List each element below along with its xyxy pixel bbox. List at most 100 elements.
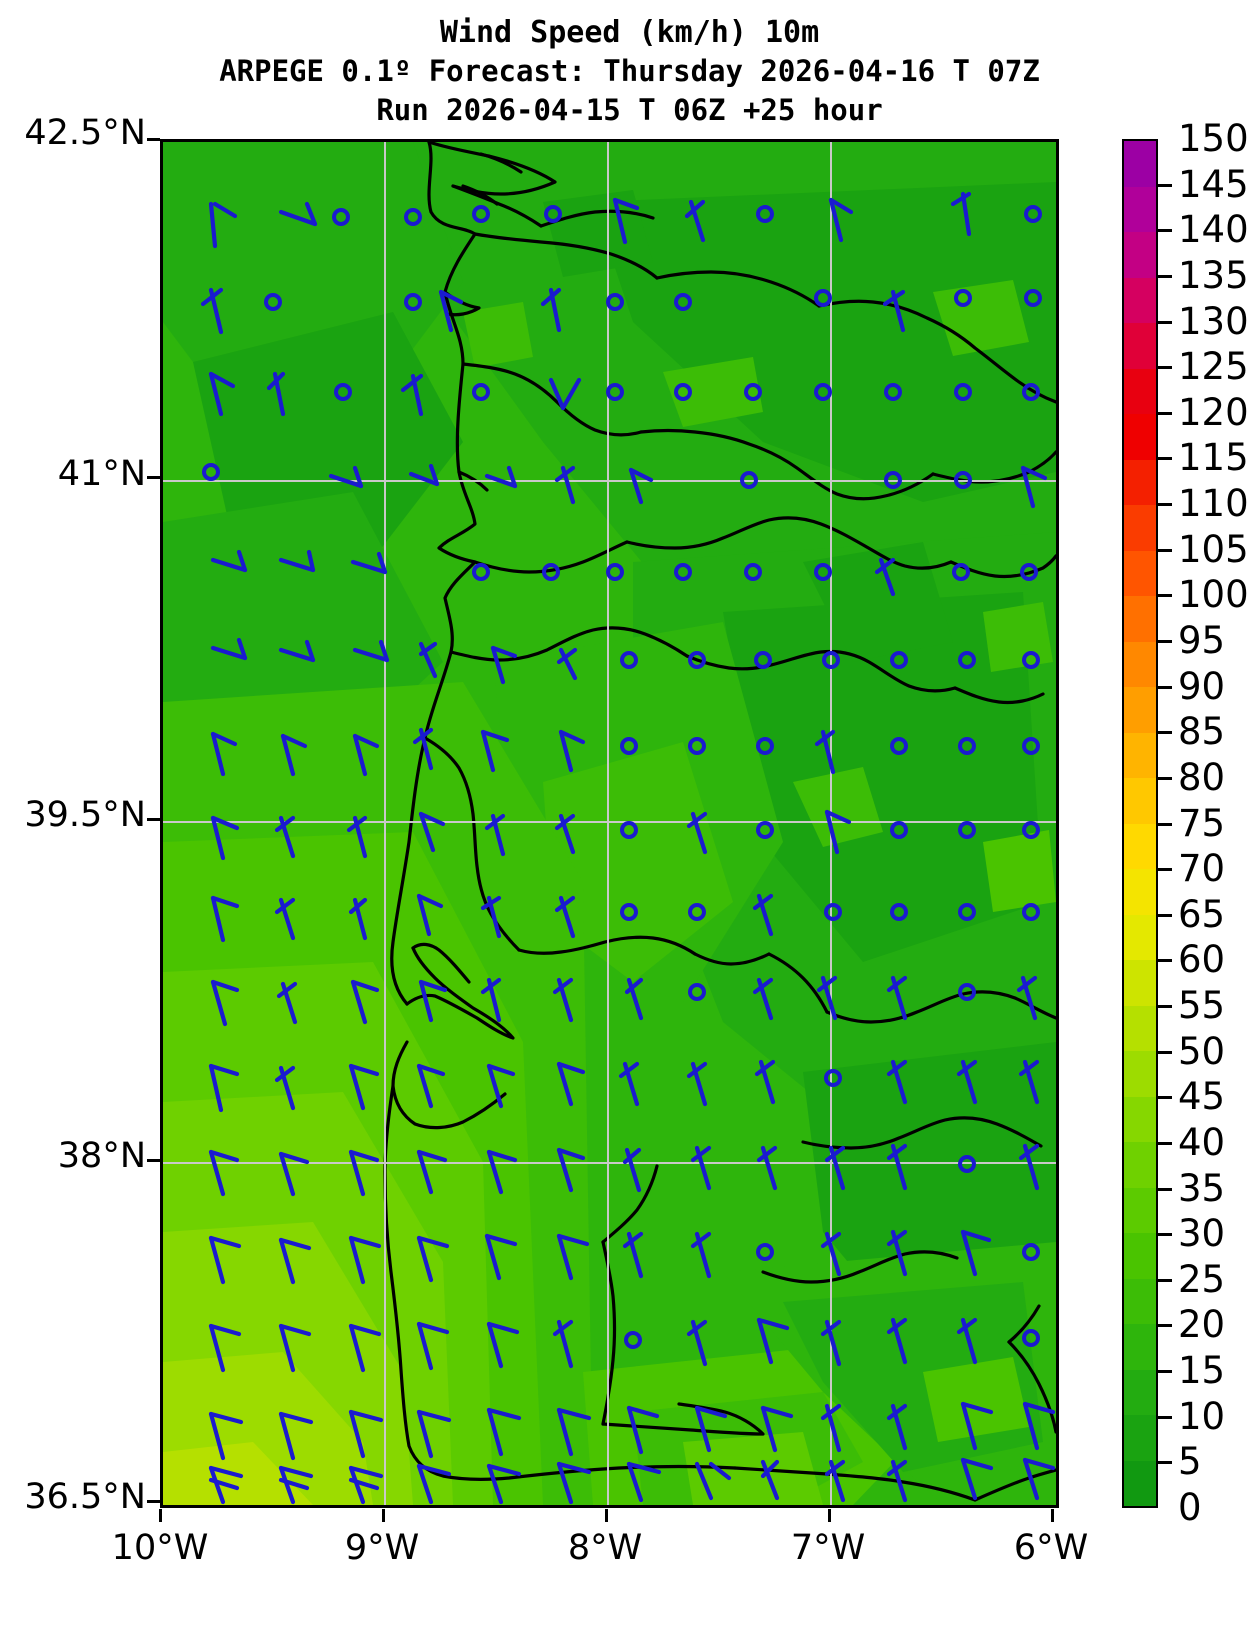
colorbar-tick-135 [1158,274,1172,278]
colorbar-label-100: 100 [1178,573,1249,617]
xtick-mark-9w [382,1509,385,1522]
colorbar-band-35-40 [1124,1142,1156,1188]
colorbar-label-135: 135 [1178,253,1249,297]
colorbar-label-80: 80 [1178,755,1226,799]
colorbar-label-10: 10 [1178,1394,1226,1438]
colorbar-label-70: 70 [1178,847,1226,891]
ytick-label-39-5n: 39.5°N [24,795,146,835]
colorbar-band-65-70 [1124,869,1156,915]
colorbar-label-150: 150 [1178,117,1249,160]
colorbar-tick-75 [1158,822,1172,826]
colorbar-label-15: 15 [1178,1349,1226,1393]
colorbar-band-100-105 [1124,550,1156,596]
gridline-lon-8w [607,142,609,1505]
gridline-lon-9w [384,142,386,1505]
colorbar-band-20-25 [1124,1278,1156,1324]
colorbar-band-80-85 [1124,732,1156,778]
gridline-lat-39-5 [163,821,1056,823]
colorbar-label-125: 125 [1178,345,1249,389]
colorbar-band-110-115 [1124,459,1156,505]
colorbar-label-75: 75 [1178,801,1226,845]
colorbar-band-55-60 [1124,960,1156,1006]
colorbar-band-70-75 [1124,823,1156,869]
colorbar-label-105: 105 [1178,527,1249,571]
ytick-label-42-5n: 42.5°N [24,113,146,153]
colorbar-tick-120 [1158,411,1172,415]
colorbar-tick-40 [1158,1141,1172,1145]
xtick-label-8w: 8°W [567,1528,643,1568]
colorbar-band-145-150 [1124,141,1156,187]
colorbar-label-145: 145 [1178,162,1249,206]
wind-speed-contour-field [163,142,1056,1505]
colorbar-tick-85 [1158,731,1172,735]
colorbar-band-140-145 [1124,186,1156,232]
page-title: Wind Speed (km/h) 10m [439,15,820,50]
xtick-label-9w: 9°W [344,1528,420,1568]
run-subtitle: Run 2026-04-15 T 06Z +25 hour [376,93,883,127]
colorbar-label-40: 40 [1178,1120,1226,1164]
colorbar-band-90-95 [1124,641,1156,687]
ytick-label-36-5n: 36.5°N [24,1477,146,1517]
colorbar-label-140: 140 [1178,208,1249,252]
colorbar-band-105-110 [1124,505,1156,551]
colorbar-tick-35 [1158,1187,1172,1191]
colorbar-tick-45 [1158,1096,1172,1100]
colorbar-band-125-130 [1124,323,1156,369]
colorbar-tick-80 [1158,776,1172,780]
colorbar-band-75-80 [1124,778,1156,824]
colorbar-label-90: 90 [1178,664,1226,708]
xtick-mark-7w [828,1509,831,1522]
xtick-label-7w: 7°W [790,1528,866,1568]
ytick-mark-39-5n [147,818,160,821]
colorbar-tick-30 [1158,1233,1172,1237]
colorbar-label-85: 85 [1178,710,1226,754]
colorbar-tick-65 [1158,913,1172,917]
ytick-mark-42-5n [147,138,160,141]
colorbar-label-5: 5 [1178,1440,1202,1484]
colorbar[interactable] [1122,139,1158,1508]
xtick-label-6w: 6°W [1013,1528,1089,1568]
colorbar-band-25-30 [1124,1233,1156,1279]
colorbar-label-110: 110 [1178,482,1249,526]
colorbar-band-40-45 [1124,1096,1156,1142]
xtick-label-10w: 10°W [111,1528,209,1568]
colorbar-band-45-50 [1124,1051,1156,1097]
ytick-mark-38n [147,1159,160,1162]
colorbar-label-120: 120 [1178,390,1249,434]
colorbar-label-45: 45 [1178,1075,1226,1119]
xtick-mark-8w [605,1509,608,1522]
colorbar-label-0: 0 [1178,1486,1202,1529]
colorbar-tick-5 [1158,1461,1172,1465]
colorbar-tick-140 [1158,229,1172,233]
chart-title-block: Wind Speed (km/h) 10m ARPEGE 0.1º Foreca… [0,0,1259,130]
colorbar-tick-25 [1158,1278,1172,1282]
colorbar-tick-50 [1158,1050,1172,1054]
colorbar-label-50: 50 [1178,1029,1226,1073]
colorbar-label-65: 65 [1178,892,1226,936]
colorbar-tick-105 [1158,548,1172,552]
xtick-mark-10w [159,1509,162,1522]
colorbar-label-95: 95 [1178,618,1226,662]
colorbar-tick-145 [1158,183,1172,187]
ytick-mark-41n [147,476,160,479]
colorbar-band-30-35 [1124,1187,1156,1233]
colorbar-tick-15 [1158,1370,1172,1374]
colorbar-tick-55 [1158,1005,1172,1009]
colorbar-tick-100 [1158,594,1172,598]
colorbar-tick-20 [1158,1324,1172,1328]
colorbar-band-60-65 [1124,914,1156,960]
colorbar-tick-110 [1158,503,1172,507]
colorbar-label-20: 20 [1178,1303,1226,1347]
colorbar-band-85-90 [1124,687,1156,733]
colorbar-tick-90 [1158,685,1172,689]
forecast-subtitle: ARPEGE 0.1º Forecast: Thursday 2026-04-1… [219,54,1040,88]
gridline-lat-41 [163,480,1056,482]
colorbar-tick-125 [1158,366,1172,370]
map-plot-area [160,139,1059,1508]
colorbar-band-5-10 [1124,1415,1156,1461]
colorbar-band-15-20 [1124,1324,1156,1370]
colorbar-band-115-120 [1124,414,1156,460]
colorbar-label-35: 35 [1178,1166,1226,1210]
colorbar-band-120-125 [1124,368,1156,414]
colorbar-label-55: 55 [1178,984,1226,1028]
